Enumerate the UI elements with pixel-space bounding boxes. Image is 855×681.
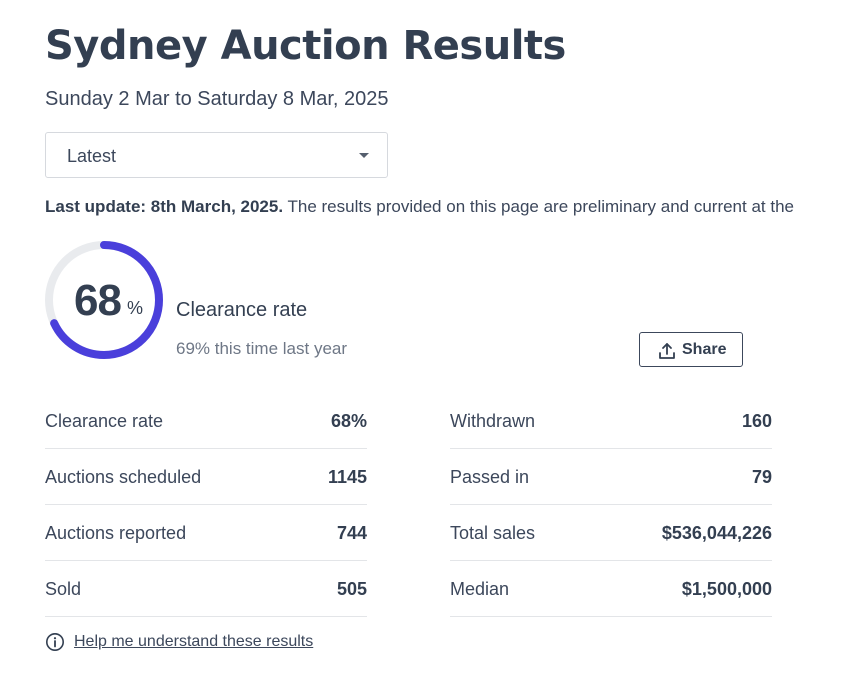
- stat-row-median: Median $1,500,000: [450, 561, 772, 617]
- stat-row-passed-in: Passed in 79: [450, 449, 772, 505]
- stat-value: 1145: [327, 467, 367, 487]
- update-notice-text: The results provided on this page are pr…: [283, 197, 794, 216]
- gauge-progress: [45, 241, 163, 359]
- stat-label: Total sales: [450, 523, 536, 543]
- stat-label: Withdrawn: [450, 411, 536, 431]
- clearance-rate-label: Clearance rate: [176, 299, 308, 321]
- last-year-comparison: 69% this time last year: [176, 339, 348, 358]
- stat-row-auctions-reported: Auctions reported 744: [45, 505, 367, 561]
- stat-label: Sold: [45, 579, 82, 599]
- caret-down-icon: [359, 153, 369, 158]
- stat-label: Passed in: [450, 467, 530, 487]
- page-title: Sydney Auction Results: [45, 23, 566, 69]
- clearance-rate-percent-sign: %: [127, 298, 144, 318]
- stat-row-sold: Sold 505: [45, 561, 367, 617]
- help-link[interactable]: Help me understand these results: [74, 633, 314, 650]
- stat-value: 505: [336, 579, 367, 599]
- date-range: Sunday 2 Mar to Saturday 8 Mar, 2025: [45, 88, 389, 110]
- update-notice: Last update: 8th March, 2025. The result…: [45, 196, 794, 218]
- stat-value: 744: [336, 523, 367, 543]
- clearance-rate-gauge: [45, 241, 163, 359]
- update-notice-label: Last update: 8th March, 2025.: [45, 197, 284, 216]
- stats-table-left: Clearance rate 68% Auctions scheduled 11…: [45, 393, 367, 617]
- stat-row-withdrawn: Withdrawn 160: [450, 393, 772, 449]
- stat-value: $536,044,226: [661, 523, 772, 543]
- share-button-label: Share: [682, 341, 727, 358]
- stat-label: Median: [450, 579, 510, 599]
- stat-value: 79: [751, 467, 772, 487]
- clearance-rate-value: 68: [74, 276, 122, 325]
- info-icon: [46, 633, 64, 651]
- stat-value: 160: [741, 411, 772, 431]
- stat-row-total-sales: Total sales $536,044,226: [450, 505, 772, 561]
- stat-row-clearance-rate: Clearance rate 68%: [45, 393, 367, 449]
- stat-label: Clearance rate: [45, 411, 164, 431]
- stat-value: $1,500,000: [681, 579, 772, 599]
- period-select-value: Latest: [67, 146, 117, 166]
- stat-label: Auctions scheduled: [45, 467, 202, 487]
- share-button[interactable]: Share: [639, 332, 743, 367]
- stats-table-right: Withdrawn 160 Passed in 79 Total sales $…: [450, 393, 772, 617]
- stat-row-auctions-scheduled: Auctions scheduled 1145: [45, 449, 367, 505]
- stat-label: Auctions reported: [45, 523, 187, 543]
- share-upload-icon: [659, 343, 675, 359]
- stat-value: 68%: [330, 411, 367, 431]
- period-select[interactable]: Latest: [45, 132, 388, 178]
